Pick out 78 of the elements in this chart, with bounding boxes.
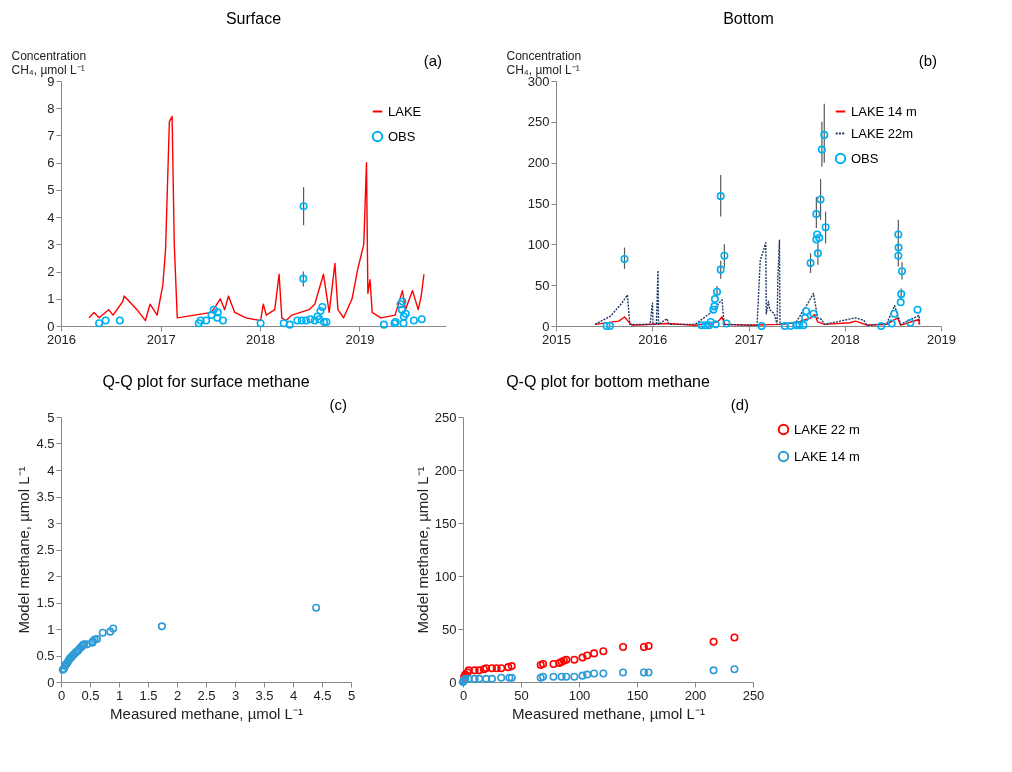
text: (c) (329, 396, 347, 413)
x-tick-label: 250 (742, 687, 765, 703)
legend-label: LAKE 14 m (851, 103, 917, 119)
x-axis-title: Measured methane, µmol L⁻¹ (512, 704, 705, 722)
text: (a) (423, 52, 442, 69)
x-tick-label: 0 (459, 687, 468, 703)
y-tick-label: 0.5 (36, 648, 55, 663)
x-tick-label: 50 (514, 687, 529, 703)
y-tick-label: 3 (47, 236, 55, 252)
y-tick-label: 0 (542, 318, 550, 334)
x-tick-label: 0 (57, 687, 66, 703)
y-tick-label: 2.5 (36, 542, 55, 557)
x-tick-label: 2016 (638, 331, 668, 347)
y-tick-label: 4 (47, 209, 55, 225)
y-tick-label: 150 (527, 196, 550, 211)
x-tick-label: 2018 (246, 331, 275, 347)
y-tick-label: 100 (434, 568, 457, 584)
x-tick-label: 2 (173, 687, 182, 703)
x-tick-label: 0.5 (81, 687, 100, 703)
x-tick-label: 150 (626, 687, 649, 703)
x-tick-label: 3.5 (255, 687, 274, 703)
x-tick-label: 2017 (146, 331, 176, 347)
chart-title: Surface (225, 10, 282, 27)
x-tick-label: 100 (568, 687, 591, 703)
y-axis-title: Model methane, µmol L⁻¹ (15, 466, 33, 634)
y-tick-label: 50 (442, 621, 457, 637)
x-tick-label: 4.5 (313, 687, 332, 703)
y-tick-label: 4 (47, 462, 55, 478)
x-tick-label: 200 (684, 687, 707, 703)
y-tick-label: 4.5 (36, 436, 55, 451)
y-tick-label: 200 (434, 462, 457, 478)
legend-label: LAKE 14 m (794, 448, 860, 464)
y-tick-label: 1.5 (36, 595, 55, 610)
y-tick-label: 250 (527, 114, 550, 130)
x-tick-label: 5 (347, 687, 356, 703)
text: (b) (918, 52, 937, 69)
legend-label: LAKE (388, 103, 422, 119)
legend-label: LAKE 22 m (794, 421, 860, 437)
x-tick-label: 2.5 (197, 687, 216, 703)
y-tick-label: 1 (47, 291, 55, 307)
x-tick-label: 2019 (345, 331, 375, 347)
y-tick-label: 0 (47, 318, 55, 334)
legend-label: LAKE 22m (851, 125, 914, 141)
legend-label: OBS (388, 128, 416, 144)
y-tick-label: 2 (47, 568, 55, 584)
y-axis-title: Concentration CH₄, µmol L⁻¹ (506, 48, 582, 77)
text: (d) (730, 396, 749, 413)
y-tick-label: 0 (47, 674, 55, 690)
y-tick-label: 5 (47, 409, 55, 425)
y-tick-label: 0 (449, 674, 457, 690)
x-tick-label: 1 (115, 687, 124, 703)
y-tick-label: 8 (47, 100, 55, 116)
y-tick-label: 150 (434, 515, 457, 531)
y-tick-label: 2 (47, 264, 55, 280)
x-tick-label: 2017 (734, 331, 764, 347)
y-tick-label: 3.5 (36, 489, 55, 504)
y-axis-title: Model methane, µmol L⁻¹ (413, 466, 431, 634)
x-tick-label: 2016 (47, 331, 76, 347)
x-tick-label: 4 (289, 687, 298, 703)
x-tick-label: 3 (231, 687, 240, 703)
x-tick-label: 2015 (542, 331, 571, 347)
x-tick-label: 2018 (830, 331, 860, 347)
y-tick-label: 5 (47, 182, 55, 198)
y-tick-label: 1 (47, 621, 55, 637)
legend-label: OBS (851, 150, 879, 166)
y-tick-label: 3 (47, 515, 55, 531)
y-tick-label: 7 (47, 127, 55, 143)
y-tick-label: 50 (535, 277, 550, 293)
x-tick-label: 1.5 (139, 687, 158, 703)
x-axis-title: Measured methane, µmol L⁻¹ (110, 704, 303, 722)
y-tick-label: 6 (47, 155, 55, 171)
y-tick-label: 100 (527, 236, 550, 252)
chart-title: Bottom (723, 10, 774, 27)
x-tick-label: 2019 (927, 331, 956, 347)
chart-title: Q-Q plot for bottom methane (506, 373, 710, 390)
y-tick-label: 200 (527, 155, 550, 171)
chart-title: Q-Q plot for surface methane (102, 373, 310, 390)
y-tick-label: 250 (434, 409, 457, 425)
